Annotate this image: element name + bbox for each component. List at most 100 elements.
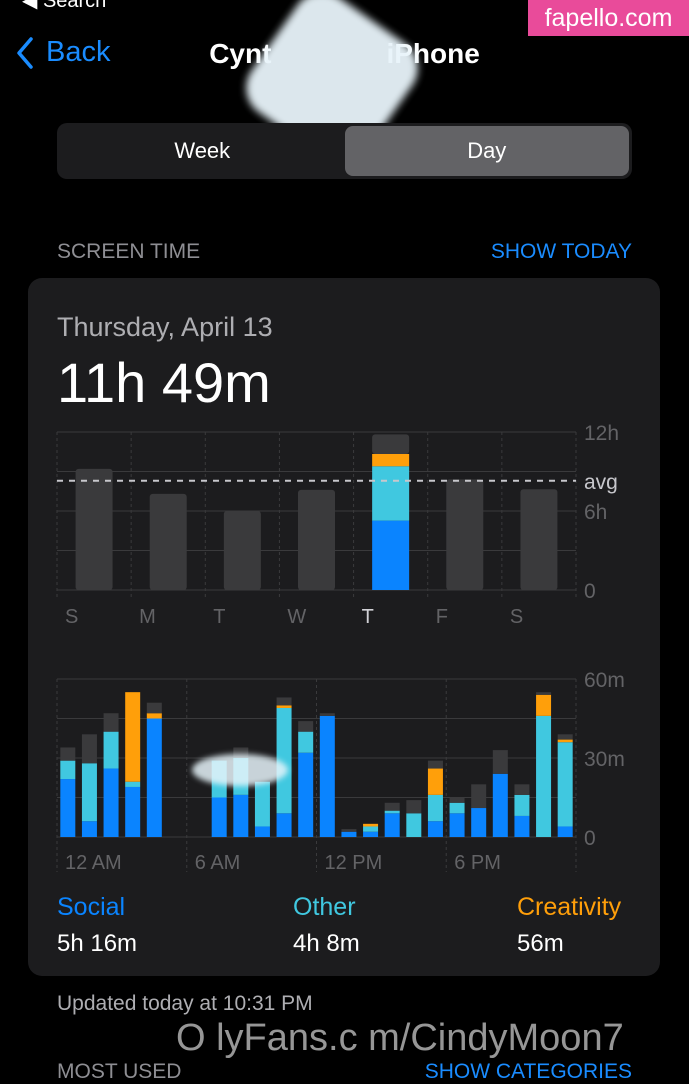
- week-bar: [149, 493, 187, 590]
- hour-bar-social: [254, 826, 270, 837]
- week-bar-creativity: [372, 453, 410, 467]
- tab-week[interactable]: Week: [174, 138, 231, 163]
- back-label: Back: [46, 36, 111, 68]
- y-tick-label: 0: [584, 580, 596, 603]
- x-tick-label: 6 PM: [454, 852, 501, 874]
- hour-bar-other: [298, 731, 314, 753]
- hour-bar-creativity: [125, 692, 141, 782]
- week-bar: [298, 489, 335, 590]
- hour-bar-social: [557, 826, 573, 837]
- day-label: W: [287, 606, 306, 628]
- week-bar-other: [372, 466, 410, 521]
- week-bar-social: [372, 520, 410, 590]
- search-back-link[interactable]: ◀ Search: [22, 0, 107, 12]
- hour-bar-rest: [406, 800, 422, 814]
- hour-bar-other: [406, 813, 422, 837]
- y-tick-label: 12h: [584, 422, 619, 445]
- hour-bar-other: [557, 742, 573, 827]
- hour-bar-rest: [276, 697, 292, 706]
- tab-day[interactable]: Day: [344, 126, 629, 176]
- hour-bar-creativity: [536, 694, 552, 716]
- hour-bar-creativity: [276, 705, 292, 708]
- y-tick-label: 60m: [584, 669, 625, 692]
- hour-bar-rest: [341, 829, 357, 832]
- hour-bar-other: [254, 781, 270, 827]
- hour-bar-social: [363, 831, 379, 837]
- hour-bar-rest: [298, 721, 314, 732]
- hour-bar-rest: [233, 747, 249, 758]
- hour-bar-social: [146, 718, 162, 837]
- period-segmented-control[interactable]: Week Day: [57, 123, 632, 179]
- day-label: F: [436, 606, 448, 628]
- category-other-value: 4h 8m: [293, 930, 360, 957]
- hour-bar-rest: [319, 713, 335, 716]
- hour-bar-social: [341, 831, 357, 837]
- hour-bar-social: [298, 752, 314, 837]
- date-label: Thursday, April 13: [57, 312, 273, 342]
- x-tick-label: 6 AM: [195, 852, 241, 874]
- y-tick-label: 0: [584, 827, 596, 850]
- day-label: S: [510, 606, 523, 628]
- hour-bar-other: [125, 781, 141, 787]
- hour-bar-other: [427, 794, 443, 822]
- hour-bar-other: [81, 763, 97, 822]
- watermark-top: fapello.com: [528, 0, 689, 36]
- day-label: T: [213, 606, 225, 628]
- show-today-link[interactable]: SHOW TODAY: [490, 240, 632, 263]
- hour-bar-rest: [449, 797, 465, 803]
- y-tick-label: 30m: [584, 748, 625, 771]
- category-other-label: Other: [293, 893, 356, 921]
- hour-bar-rest: [536, 692, 552, 695]
- hour-bar-other: [536, 715, 552, 837]
- hour-bar-rest: [427, 760, 443, 769]
- hour-bar-rest: [471, 784, 487, 809]
- hour-bar-social: [60, 779, 76, 837]
- x-tick-label: 12 PM: [325, 852, 383, 874]
- hour-bar-social: [125, 786, 141, 837]
- hour-bar-social: [449, 813, 465, 837]
- hour-bar-social: [233, 794, 249, 837]
- hour-bar-creativity: [363, 823, 379, 827]
- hour-bar-social: [211, 797, 227, 837]
- hour-bar-other: [514, 794, 530, 816]
- hour-bar-social: [319, 715, 335, 837]
- week-bar: [223, 511, 261, 590]
- show-categories-link[interactable]: SHOW CATEGORIES: [424, 1060, 632, 1083]
- hour-bar-rest: [557, 734, 573, 740]
- category-social-label: Social: [57, 893, 126, 921]
- avg-label: avg: [584, 471, 618, 494]
- hour-bar-other: [449, 802, 465, 814]
- week-bar: [446, 479, 484, 590]
- hour-bar-rest: [492, 750, 508, 774]
- total-time: 11h 49m: [57, 351, 271, 414]
- hour-bar-rest: [514, 784, 530, 795]
- watermark-bottom: O lyFans.c m/CindyMoon7: [176, 1017, 624, 1059]
- week-bar: [75, 468, 113, 590]
- chevron-left-icon: [17, 36, 33, 69]
- x-tick-label: 12 AM: [65, 852, 122, 874]
- hour-bar-rest: [60, 747, 76, 761]
- most-used-title: MOST USED: [57, 1060, 182, 1083]
- hour-bar-social: [103, 768, 119, 837]
- back-button[interactable]: Back: [16, 36, 110, 69]
- hour-bar-rest: [384, 802, 400, 811]
- hour-bar-creativity: [557, 739, 573, 743]
- hour-bar-creativity: [427, 768, 443, 795]
- section-title: SCREEN TIME: [57, 240, 201, 263]
- hour-bar-other: [60, 760, 76, 780]
- category-social-value: 5h 16m: [57, 930, 138, 957]
- day-label: T: [362, 606, 374, 628]
- hour-bar-creativity: [146, 713, 162, 719]
- hour-bar-other: [384, 810, 400, 814]
- screen-time-card: [28, 278, 660, 976]
- hour-bar-other: [363, 826, 379, 832]
- hour-bar-other: [276, 707, 292, 814]
- redaction-blur: [192, 754, 288, 786]
- category-creativity-value: 56m: [517, 930, 564, 957]
- day-label: M: [139, 606, 156, 628]
- hour-bar-other: [103, 731, 119, 769]
- week-bar: [520, 489, 558, 590]
- category-creativity-label: Creativity: [517, 893, 622, 921]
- hour-bar-social: [276, 813, 292, 837]
